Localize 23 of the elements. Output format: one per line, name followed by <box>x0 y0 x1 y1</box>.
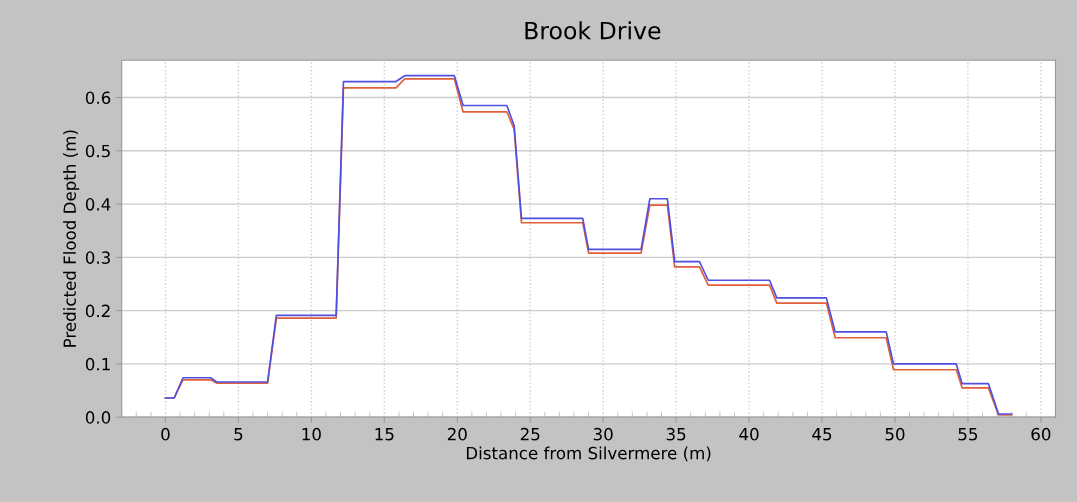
y-tick-label: 0.5 <box>85 144 110 158</box>
x-tick-label: 15 <box>375 428 394 441</box>
y-tick-label: 0.4 <box>85 198 111 211</box>
x-tick-label: 25 <box>520 427 540 441</box>
x-tick-label: 55 <box>958 428 978 441</box>
x-axis-title: Distance from Silvermere (m) <box>466 446 711 462</box>
y-tick-label: 0.3 <box>85 251 110 264</box>
x-tick-label: 50 <box>885 427 905 441</box>
x-tick-label: 45 <box>812 428 832 441</box>
y-tick-label: 0.6 <box>85 91 111 105</box>
chart-title: Brook Drive <box>525 21 661 40</box>
x-tick-label: 35 <box>666 427 686 441</box>
y-tick-label: 0.0 <box>85 411 111 424</box>
y-tick-label: 0.2 <box>85 304 110 318</box>
x-tick-label: 40 <box>739 427 759 441</box>
x-tick-label: 30 <box>593 427 613 441</box>
x-tick-label: 0 <box>161 427 170 441</box>
x-tick-label: 5 <box>234 428 243 441</box>
x-tick-label: 60 <box>1031 427 1051 441</box>
x-tick-label: 20 <box>447 427 467 441</box>
y-axis-title: Predicted Flood Depth (m) <box>63 130 80 347</box>
y-tick-label: 0.1 <box>85 357 110 371</box>
x-tick-label: 10 <box>302 427 321 441</box>
